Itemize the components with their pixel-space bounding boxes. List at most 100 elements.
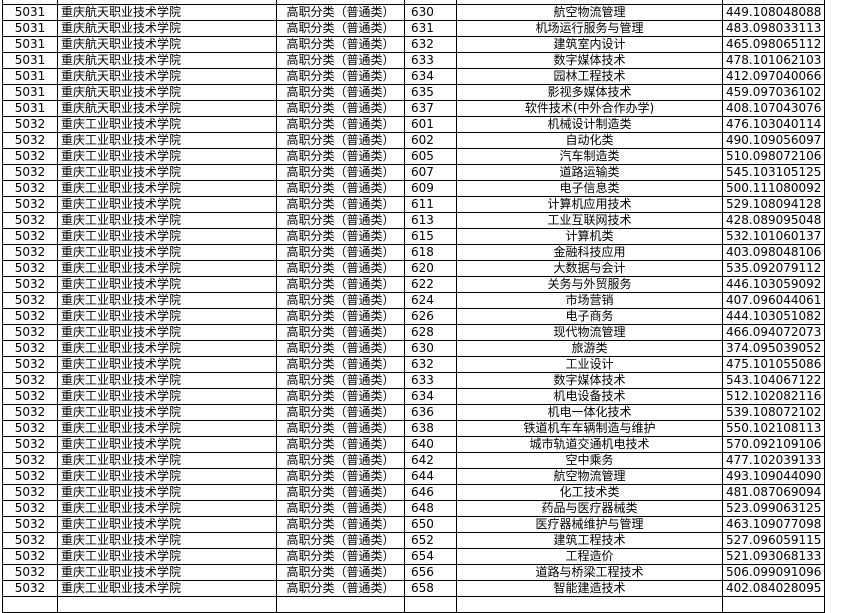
major-code-cell: 609 (404, 180, 457, 197)
major-name-cell: 铁道机车车辆制造与维护 (456, 420, 723, 437)
score-cell: 483.098033113 (721, 20, 826, 37)
table-row: 5032 重庆工业职业技术学院 高职分类（普通类） 630 旅游类 374.0950390… (2, 340, 826, 357)
major-code-cell: 633 (404, 372, 457, 389)
category-cell: 高职分类（普通类） (276, 388, 405, 405)
school-code-cell: 5032 (2, 548, 58, 565)
category-cell: 高职分类（普通类） (276, 84, 405, 101)
score-cell: 527.096059115 (721, 532, 826, 549)
major-code-cell: 618 (404, 244, 457, 261)
score-cell: 374.095039052 (721, 340, 826, 357)
school-code-cell: 5032 (2, 516, 58, 533)
major-code-cell: 637 (404, 100, 457, 117)
table-row: 5032 重庆工业职业技术学院 高职分类（普通类） 626 电子商务 444.103051… (2, 308, 826, 325)
score-cell: 475.101055086 (721, 356, 826, 373)
table-row: 5032 重庆工业职业技术学院 高职分类（普通类） 646 化工技术类 481.08706… (2, 484, 826, 501)
school-name-cell: 重庆航天职业技术学院 (57, 36, 277, 53)
score-cell: 408.107043076 (721, 100, 826, 117)
category-cell: 高职分类（普通类） (276, 244, 405, 261)
school-name-cell: 重庆工业职业技术学院 (57, 436, 277, 453)
major-name-cell: 城市轨道交通机电技术 (456, 436, 723, 453)
school-name-cell (57, 596, 277, 613)
school-code-cell: 5032 (2, 116, 58, 133)
table-row: 5032 重庆工业职业技术学院 高职分类（普通类） 624 市场营销 407.096044… (2, 292, 826, 309)
score-cell: 444.103051082 (721, 308, 826, 325)
major-name-cell: 道路运输类 (456, 164, 723, 181)
admission-score-table: 5031 重庆航天职业技术学院 高职分类（普通类） 630 航空物流管理 449.1080… (2, 0, 826, 613)
school-code-cell: 5032 (2, 388, 58, 405)
score-cell: 466.094072073 (721, 324, 826, 341)
major-name-cell: 医疗器械维护与管理 (456, 516, 723, 533)
score-cell: 510.098072106 (721, 148, 826, 165)
category-cell: 高职分类（普通类） (276, 484, 405, 501)
category-cell: 高职分类（普通类） (276, 548, 405, 565)
school-name-cell: 重庆航天职业技术学院 (57, 84, 277, 101)
major-code-cell: 646 (404, 484, 457, 501)
score-cell: 545.103105125 (721, 164, 826, 181)
score-cell: 529.108094128 (721, 196, 826, 213)
category-cell: 高职分类（普通类） (276, 228, 405, 245)
major-code-cell: 630 (404, 340, 457, 357)
table-row: 5032 重庆工业职业技术学院 高职分类（普通类） 611 计算机应用技术 529.108… (2, 196, 826, 213)
school-name-cell: 重庆工业职业技术学院 (57, 116, 277, 133)
score-cell: 459.097036102 (721, 84, 826, 101)
major-code-cell: 654 (404, 548, 457, 565)
school-code-cell: 5032 (2, 564, 58, 581)
table-row: 5032 重庆工业职业技术学院 高职分类（普通类） 638 铁道机车车辆制造与维护 550… (2, 420, 826, 437)
major-name-cell: 计算机应用技术 (456, 196, 723, 213)
category-cell: 高职分类（普通类） (276, 68, 405, 85)
major-name-cell: 电子信息类 (456, 180, 723, 197)
partial-row (2, 596, 826, 613)
major-code-cell: 636 (404, 404, 457, 421)
category-cell: 高职分类（普通类） (276, 52, 405, 69)
score-cell: 532.101060137 (721, 228, 826, 245)
table-row: 5031 重庆航天职业技术学院 高职分类（普通类） 631 机场运行服务与管理 483.0… (2, 20, 826, 37)
school-code-cell: 5032 (2, 420, 58, 437)
major-code-cell: 634 (404, 388, 457, 405)
score-cell: 506.099091096 (721, 564, 826, 581)
category-cell: 高职分类（普通类） (276, 100, 405, 117)
major-code-cell: 633 (404, 52, 457, 69)
school-code-cell: 5032 (2, 468, 58, 485)
score-cell: 481.087069094 (721, 484, 826, 501)
school-name-cell: 重庆航天职业技术学院 (57, 52, 277, 69)
major-name-cell: 工业设计 (456, 356, 723, 373)
table-row: 5032 重庆工业职业技术学院 高职分类（普通类） 618 金融科技应用 403.0980… (2, 244, 826, 261)
major-code-cell: 620 (404, 260, 457, 277)
school-code-cell: 5032 (2, 228, 58, 245)
major-code-cell: 613 (404, 212, 457, 229)
major-name-cell: 机场运行服务与管理 (456, 20, 723, 37)
school-code-cell (2, 596, 58, 613)
table-row: 5032 重庆工业职业技术学院 高职分类（普通类） 605 汽车制造类 510.09807… (2, 148, 826, 165)
category-cell: 高职分类（普通类） (276, 276, 405, 293)
school-code-cell: 5032 (2, 196, 58, 213)
category-cell: 高职分类（普通类） (276, 308, 405, 325)
category-cell: 高职分类（普通类） (276, 420, 405, 437)
school-name-cell: 重庆工业职业技术学院 (57, 452, 277, 469)
major-code-cell: 630 (404, 4, 457, 21)
table-row: 5032 重庆工业职业技术学院 高职分类（普通类） 634 机电设备技术 512.1020… (2, 388, 826, 405)
major-name-cell: 园林工程技术 (456, 68, 723, 85)
major-code-cell: 605 (404, 148, 457, 165)
score-cell: 500.111080092 (721, 180, 826, 197)
major-name-cell: 药品与医疗器械类 (456, 500, 723, 517)
score-cell: 550.102108113 (721, 420, 826, 437)
school-name-cell: 重庆航天职业技术学院 (57, 100, 277, 117)
major-name-cell: 电子商务 (456, 308, 723, 325)
school-name-cell: 重庆工业职业技术学院 (57, 260, 277, 277)
school-name-cell: 重庆工业职业技术学院 (57, 244, 277, 261)
school-code-cell: 5031 (2, 84, 58, 101)
school-name-cell: 重庆工业职业技术学院 (57, 324, 277, 341)
major-code-cell: 622 (404, 276, 457, 293)
table-row: 5031 重庆航天职业技术学院 高职分类（普通类） 635 影视多媒体技术 459.097… (2, 84, 826, 101)
table-row: 5032 重庆工业职业技术学院 高职分类（普通类） 620 大数据与会计 535.0920… (2, 260, 826, 277)
category-cell: 高职分类（普通类） (276, 132, 405, 149)
table-row: 5032 重庆工业职业技术学院 高职分类（普通类） 633 数字媒体技术 543.1040… (2, 372, 826, 389)
school-code-cell: 5032 (2, 404, 58, 421)
school-name-cell: 重庆工业职业技术学院 (57, 372, 277, 389)
score-cell: 403.098048106 (721, 244, 826, 261)
category-cell: 高职分类（普通类） (276, 148, 405, 165)
table-row: 5032 重庆工业职业技术学院 高职分类（普通类） 615 计算机类 532.101060… (2, 228, 826, 245)
major-code-cell: 652 (404, 532, 457, 549)
category-cell: 高职分类（普通类） (276, 516, 405, 533)
major-code-cell: 648 (404, 500, 457, 517)
